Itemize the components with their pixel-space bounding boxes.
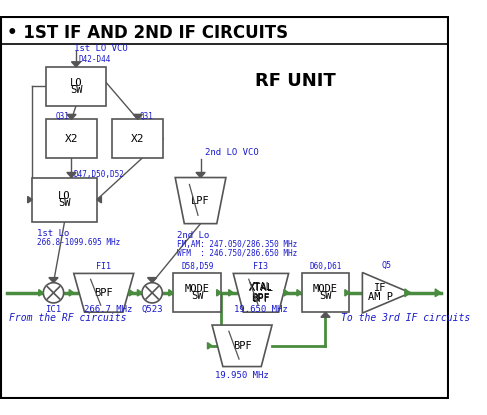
Text: IF: IF xyxy=(375,283,387,293)
Polygon shape xyxy=(212,325,272,366)
Polygon shape xyxy=(67,115,76,120)
Text: RF UNIT: RF UNIT xyxy=(255,72,336,90)
Text: D47,D50,D52: D47,D50,D52 xyxy=(74,170,124,179)
Text: BPF: BPF xyxy=(252,293,270,303)
Text: SW: SW xyxy=(70,85,82,95)
Polygon shape xyxy=(321,312,330,317)
Text: 2nd Lo: 2nd Lo xyxy=(177,231,209,240)
Polygon shape xyxy=(405,289,411,297)
Text: D58,D59: D58,D59 xyxy=(181,261,213,271)
Polygon shape xyxy=(175,178,226,224)
Text: SW: SW xyxy=(191,291,204,301)
Text: WFM  : 246.750/286.650 MHz: WFM : 246.750/286.650 MHz xyxy=(177,249,297,258)
Polygon shape xyxy=(196,173,205,178)
Text: BPF: BPF xyxy=(94,288,113,298)
Text: FM,AM: 247.050/286.350 MHz: FM,AM: 247.050/286.350 MHz xyxy=(177,240,297,249)
Polygon shape xyxy=(435,289,441,297)
Bar xyxy=(46,120,97,158)
Circle shape xyxy=(43,283,64,303)
Polygon shape xyxy=(28,196,32,203)
FancyBboxPatch shape xyxy=(1,17,448,398)
Polygon shape xyxy=(297,290,301,296)
Circle shape xyxy=(142,283,162,303)
Text: SW: SW xyxy=(58,198,71,208)
Text: XTAL: XTAL xyxy=(248,283,274,293)
Text: LPF: LPF xyxy=(191,195,210,205)
Text: 266.8-1099.695 MHz: 266.8-1099.695 MHz xyxy=(37,238,120,247)
Polygon shape xyxy=(97,196,101,203)
Polygon shape xyxy=(217,290,221,296)
Text: 19.650 MHz: 19.650 MHz xyxy=(234,305,288,314)
Text: IC1: IC1 xyxy=(45,305,61,314)
Polygon shape xyxy=(229,290,233,296)
Polygon shape xyxy=(74,273,134,312)
Text: 266.7 MHz: 266.7 MHz xyxy=(84,305,132,314)
Text: 1st LO VCO: 1st LO VCO xyxy=(74,44,128,53)
Text: MODE: MODE xyxy=(313,284,338,294)
Polygon shape xyxy=(49,278,58,283)
Text: SW: SW xyxy=(319,291,332,301)
Polygon shape xyxy=(233,273,289,312)
Text: X2: X2 xyxy=(131,134,145,144)
Text: • 1ST IF AND 2ND IF CIRCUITS: • 1ST IF AND 2ND IF CIRCUITS xyxy=(7,24,288,42)
Text: LO: LO xyxy=(58,191,71,201)
Text: 2nd LO VCO: 2nd LO VCO xyxy=(205,148,259,157)
Text: FI3: FI3 xyxy=(253,261,268,271)
Polygon shape xyxy=(69,290,74,296)
Text: Q5: Q5 xyxy=(381,261,392,270)
Polygon shape xyxy=(67,173,76,178)
Polygon shape xyxy=(284,290,289,296)
Polygon shape xyxy=(133,115,143,120)
Text: Q523: Q523 xyxy=(141,305,163,314)
Text: AM P: AM P xyxy=(368,293,393,303)
Polygon shape xyxy=(72,62,81,67)
Text: BPF: BPF xyxy=(233,341,251,351)
Polygon shape xyxy=(362,273,411,313)
Polygon shape xyxy=(169,290,173,296)
Text: Q31: Q31 xyxy=(56,112,70,121)
Polygon shape xyxy=(345,290,350,296)
Text: 1st Lo: 1st Lo xyxy=(37,229,69,238)
Text: From the RF circuits: From the RF circuits xyxy=(9,313,127,323)
Bar xyxy=(32,178,97,222)
Text: 19.950 MHz: 19.950 MHz xyxy=(215,371,269,380)
Polygon shape xyxy=(39,290,43,296)
Text: Q31: Q31 xyxy=(140,112,153,121)
Text: D42-D44: D42-D44 xyxy=(79,55,111,64)
Text: LO: LO xyxy=(70,78,82,88)
Text: X2: X2 xyxy=(65,134,78,144)
Bar xyxy=(112,120,163,158)
Text: MODE: MODE xyxy=(185,284,210,294)
Polygon shape xyxy=(148,278,157,283)
Text: D60,D61: D60,D61 xyxy=(309,261,342,271)
Bar xyxy=(173,273,221,312)
Text: FI1: FI1 xyxy=(96,261,111,271)
Bar xyxy=(301,273,350,312)
Polygon shape xyxy=(137,290,142,296)
Polygon shape xyxy=(129,290,134,296)
Bar xyxy=(46,67,106,105)
Text: XTAL
BPF: XTAL BPF xyxy=(249,282,273,304)
Text: To the 3rd IF circuits: To the 3rd IF circuits xyxy=(341,313,470,323)
Polygon shape xyxy=(207,343,212,349)
